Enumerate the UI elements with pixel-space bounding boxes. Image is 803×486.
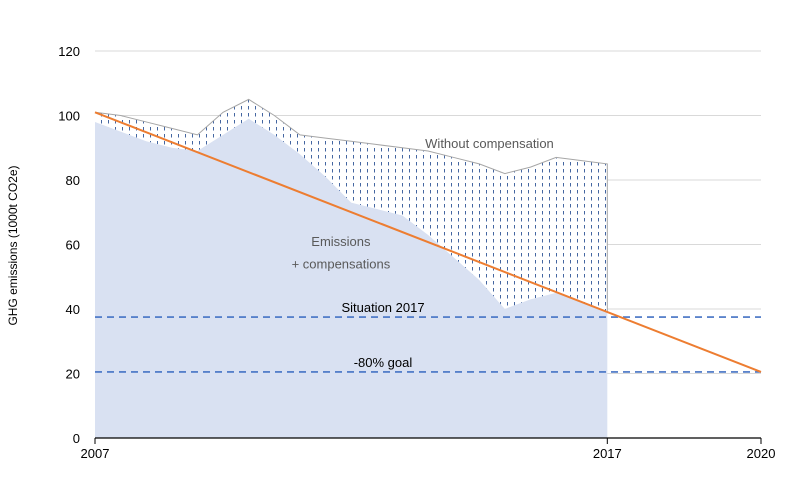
x-tick-label-2007: 2007 [81,446,110,461]
y-axis-title: GHG emissions (1000t CO2e) [6,165,20,325]
annotation-1: Emissions [311,234,371,249]
labels: Without compensation Emissions + compensat… [292,136,554,272]
x-tick-label-2017: 2017 [593,446,622,461]
y-tick-label-40: 40 [66,302,80,317]
y-tick-label-20: 20 [66,367,80,382]
annotation-2: + compensations [292,257,391,272]
y-tick-label-120: 120 [58,44,80,59]
x-tick-label-2020: 2020 [747,446,776,461]
reference-lines: Situation 2017 -80% goal [95,300,761,373]
trend-line [94,111,762,373]
y-tick-label-0: 0 [73,431,80,446]
area-emissions-compensations [95,118,608,438]
reference-label-1: -80% goal [354,355,413,370]
y-tick-label-100: 100 [58,109,80,124]
area-without-compensation [95,99,608,313]
trend-line-path [94,111,762,373]
area-without-compensation-outline [94,98,608,313]
y-tick-label-80: 80 [66,173,80,188]
axes: 0 20 40 60 80 100 120 2007 2017 2020 GHG emissions… [6,44,775,461]
areas [94,98,608,438]
y-tick-label-60: 60 [66,238,80,253]
reference-label-0: Situation 2017 [341,300,424,315]
annotation-0: Without compensation [425,136,554,151]
